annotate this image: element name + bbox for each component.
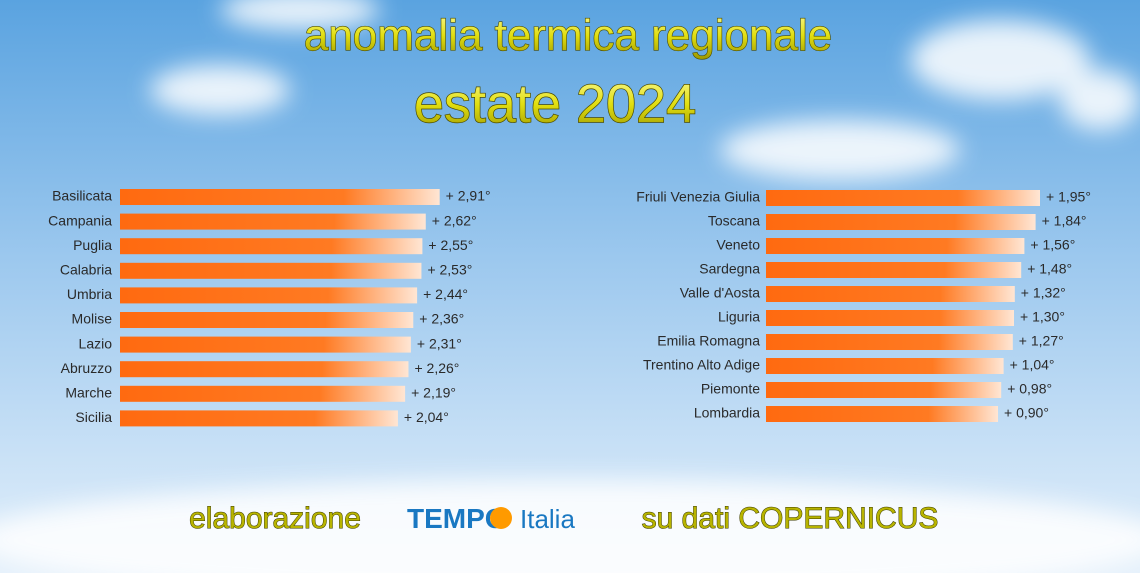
category-label: Trentino Alto Adige: [643, 357, 760, 373]
value-label: + 1,27°: [1019, 333, 1064, 349]
value-label: + 1,04°: [1010, 357, 1055, 373]
value-label: + 2,91°: [446, 188, 491, 204]
bar: [120, 385, 406, 402]
subtitle: estate 2024: [414, 74, 696, 134]
bar: [766, 358, 1004, 374]
value-label: + 1,84°: [1042, 213, 1087, 229]
bar: [766, 382, 1002, 398]
category-label: Emilia Romagna: [657, 333, 760, 349]
category-label: Sardegna: [699, 261, 760, 277]
bar: [766, 334, 1013, 350]
bar: [120, 189, 440, 205]
bar: [766, 238, 1025, 254]
brand-sun: [490, 507, 512, 529]
category-label: Umbria: [67, 286, 112, 302]
footer-prefix: elaborazione: [189, 502, 361, 535]
category-label: Friuli Venezia Giulia: [636, 189, 760, 205]
value-label: + 2,36°: [419, 311, 464, 327]
category-label: Basilicata: [52, 188, 112, 204]
value-label: + 2,62°: [432, 212, 477, 228]
value-label: + 2,55°: [428, 237, 473, 253]
value-label: + 1,95°: [1046, 189, 1091, 205]
category-label: Lazio: [79, 335, 113, 351]
bar: [766, 286, 1015, 302]
category-label: Puglia: [73, 237, 112, 253]
value-label: + 2,26°: [414, 360, 459, 376]
bar: [120, 287, 418, 304]
category-label: Toscana: [708, 213, 760, 229]
value-label: + 0,98°: [1007, 381, 1052, 397]
category-label: Valle d'Aosta: [680, 285, 760, 301]
bar: [120, 213, 426, 230]
category-label: Molise: [72, 311, 113, 327]
category-label: Calabria: [60, 262, 112, 278]
value-label: + 1,56°: [1030, 237, 1075, 253]
bar: [766, 310, 1014, 326]
value-label: + 2,04°: [404, 409, 449, 425]
category-label: Marche: [65, 385, 112, 401]
value-label: + 1,32°: [1021, 285, 1066, 301]
bar: [766, 406, 998, 422]
value-label: + 1,48°: [1027, 261, 1072, 277]
bar: [120, 312, 414, 328]
value-label: + 2,19°: [411, 385, 456, 401]
footer-suffix: su dati COPERNICUS: [642, 502, 939, 535]
brand-second: Italia: [520, 504, 575, 534]
value-label: + 2,53°: [427, 262, 472, 278]
bar: [766, 262, 1022, 278]
category-label: Abruzzo: [61, 360, 113, 376]
title: anomalia termica regionale: [304, 11, 832, 60]
category-label: Piemonte: [701, 381, 760, 397]
bar: [766, 214, 1036, 230]
bar: [766, 190, 1040, 206]
bar: [120, 361, 409, 378]
category-label: Liguria: [718, 309, 760, 325]
brand-main: TEMPO: [407, 503, 507, 534]
bar: [120, 410, 398, 427]
value-label: + 2,44°: [423, 286, 468, 302]
category-label: Sicilia: [75, 409, 112, 425]
category-label: Veneto: [716, 237, 760, 253]
bar: [120, 336, 411, 353]
category-label: Lombardia: [694, 405, 760, 421]
value-label: + 2,31°: [417, 335, 462, 351]
value-label: + 0,90°: [1004, 405, 1049, 421]
bar: [120, 262, 422, 279]
category-label: Campania: [48, 212, 112, 228]
value-label: + 1,30°: [1020, 309, 1065, 325]
bar: [120, 238, 423, 255]
